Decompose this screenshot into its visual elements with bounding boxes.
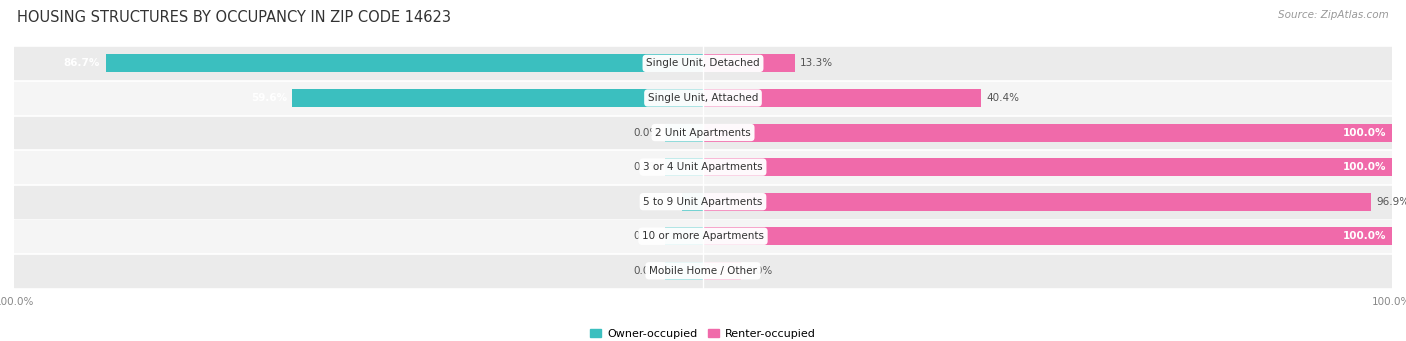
Bar: [14, 220, 1392, 252]
Text: 96.9%: 96.9%: [1376, 197, 1406, 207]
Text: 3.1%: 3.1%: [647, 197, 676, 207]
Bar: [703, 158, 1392, 176]
Bar: [14, 255, 1392, 287]
Text: 0.0%: 0.0%: [633, 231, 659, 241]
Bar: [703, 89, 981, 107]
Text: Mobile Home / Other: Mobile Home / Other: [650, 266, 756, 276]
Text: 59.6%: 59.6%: [250, 93, 287, 103]
Text: Single Unit, Detached: Single Unit, Detached: [647, 58, 759, 69]
Bar: [703, 123, 1392, 142]
Text: 100.0%: 100.0%: [1343, 162, 1386, 172]
Text: 0.0%: 0.0%: [633, 162, 659, 172]
Text: 0.0%: 0.0%: [633, 128, 659, 137]
Bar: [14, 82, 1392, 114]
Text: 5 to 9 Unit Apartments: 5 to 9 Unit Apartments: [644, 197, 762, 207]
Bar: [292, 89, 703, 107]
Text: 100.0%: 100.0%: [1343, 231, 1386, 241]
Bar: [665, 262, 703, 280]
Bar: [105, 55, 703, 72]
Bar: [14, 186, 1392, 218]
Legend: Owner-occupied, Renter-occupied: Owner-occupied, Renter-occupied: [586, 324, 820, 341]
Bar: [682, 193, 703, 211]
Text: 86.7%: 86.7%: [63, 58, 100, 69]
Bar: [14, 117, 1392, 148]
Bar: [14, 151, 1392, 183]
Text: 0.0%: 0.0%: [747, 266, 773, 276]
Bar: [665, 158, 703, 176]
Bar: [703, 262, 741, 280]
Text: 2 Unit Apartments: 2 Unit Apartments: [655, 128, 751, 137]
Text: 13.3%: 13.3%: [800, 58, 834, 69]
Bar: [703, 55, 794, 72]
Text: 40.4%: 40.4%: [987, 93, 1019, 103]
Text: Single Unit, Attached: Single Unit, Attached: [648, 93, 758, 103]
Text: 0.0%: 0.0%: [633, 266, 659, 276]
Bar: [703, 193, 1371, 211]
Text: 10 or more Apartments: 10 or more Apartments: [643, 231, 763, 241]
Text: 3 or 4 Unit Apartments: 3 or 4 Unit Apartments: [643, 162, 763, 172]
Bar: [14, 47, 1392, 79]
Text: HOUSING STRUCTURES BY OCCUPANCY IN ZIP CODE 14623: HOUSING STRUCTURES BY OCCUPANCY IN ZIP C…: [17, 10, 451, 25]
Bar: [665, 123, 703, 142]
Bar: [703, 227, 1392, 245]
Text: 100.0%: 100.0%: [1343, 128, 1386, 137]
Text: Source: ZipAtlas.com: Source: ZipAtlas.com: [1278, 10, 1389, 20]
Bar: [665, 227, 703, 245]
